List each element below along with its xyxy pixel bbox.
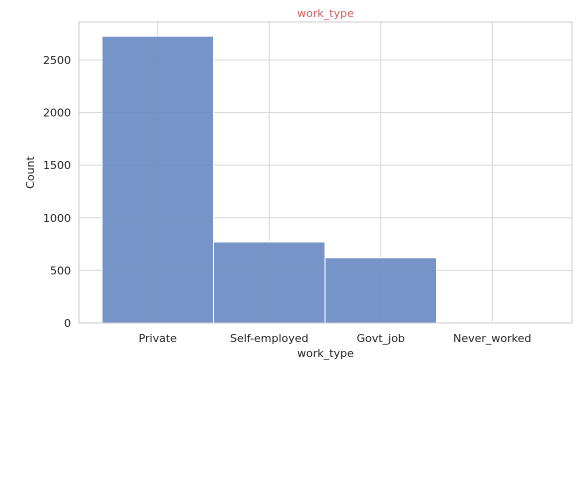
x-tick-labels: Private Self-employed Govt_job Never_worked [139, 332, 532, 345]
x-tick-label: Never_worked [453, 332, 531, 345]
y-tick-label: 500 [50, 264, 71, 277]
y-tick-label: 0 [64, 317, 71, 330]
y-axis-label: Count [24, 155, 37, 188]
y-tick-labels: 0 500 1000 1500 2000 2500 [43, 54, 71, 330]
y-tick-label: 1500 [43, 159, 71, 172]
x-axis-label: work_type [297, 347, 354, 360]
y-tick-label: 2000 [43, 107, 71, 120]
x-tick-label: Self-employed [230, 332, 309, 345]
plot-frame [78, 21, 573, 324]
bars-layer [101, 35, 549, 324]
x-tick-label: Govt_job [357, 332, 405, 345]
y-tick-label: 1000 [43, 212, 71, 225]
y-tick-label: 2500 [43, 54, 71, 67]
bar-self-employed [213, 241, 326, 324]
bar-private [101, 35, 214, 324]
chart-title: work_type [297, 7, 354, 20]
bar-govt-job [324, 257, 437, 324]
x-tick-label: Private [139, 332, 178, 345]
